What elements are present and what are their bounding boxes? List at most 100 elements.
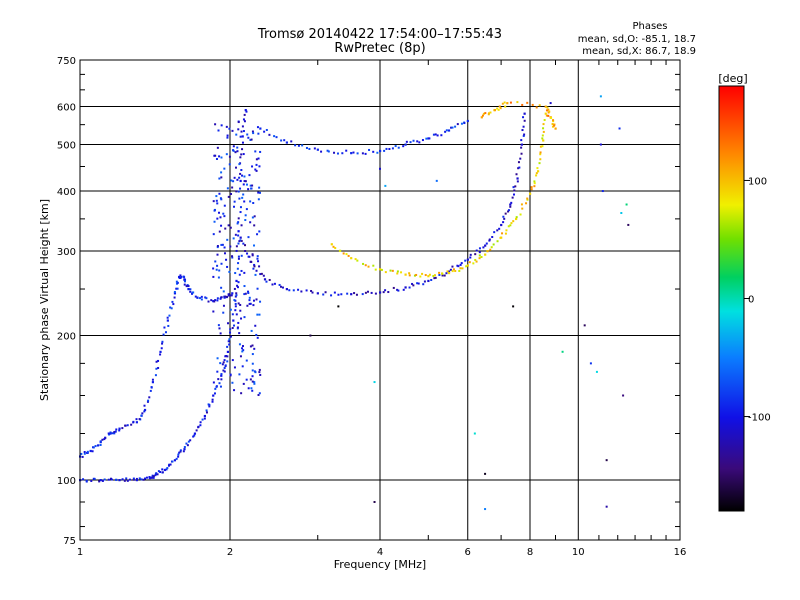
data-point <box>509 224 512 227</box>
data-point <box>239 309 242 312</box>
data-point <box>224 295 227 298</box>
data-point <box>175 287 178 290</box>
data-point <box>253 381 256 384</box>
data-point <box>502 215 505 218</box>
data-point <box>350 293 353 296</box>
data-point <box>538 104 541 107</box>
data-point <box>237 257 240 260</box>
data-point <box>220 171 223 174</box>
data-point <box>552 119 555 122</box>
data-point <box>311 291 314 294</box>
data-point <box>443 274 446 277</box>
data-point <box>229 308 232 311</box>
data-point <box>238 332 241 335</box>
data-point <box>259 150 262 153</box>
data-point <box>271 283 274 286</box>
data-point <box>219 297 222 300</box>
data-point <box>367 290 370 293</box>
data-point <box>257 394 260 397</box>
data-point <box>114 430 117 433</box>
data-point <box>412 284 415 287</box>
data-point <box>161 468 164 471</box>
data-point <box>135 421 138 424</box>
data-point <box>434 276 437 279</box>
data-point <box>245 183 248 186</box>
data-point <box>258 392 261 395</box>
data-point <box>521 207 524 210</box>
data-point <box>432 275 435 278</box>
data-point <box>547 108 550 111</box>
data-point <box>288 289 291 292</box>
data-point <box>405 140 408 143</box>
data-point <box>491 236 494 239</box>
x-tick-label: 16 <box>674 547 687 558</box>
data-point <box>214 387 217 390</box>
data-point <box>516 180 519 183</box>
data-point <box>522 116 525 119</box>
data-point <box>255 169 258 172</box>
data-point <box>411 282 414 285</box>
data-point <box>316 292 319 295</box>
data-point <box>228 155 231 158</box>
data-point <box>382 291 385 294</box>
data-point <box>305 289 308 292</box>
data-point <box>182 450 185 453</box>
data-point <box>81 455 84 458</box>
data-point <box>241 148 244 151</box>
data-point <box>308 147 311 150</box>
data-point <box>239 355 242 358</box>
data-point <box>599 143 602 146</box>
data-point <box>484 508 487 511</box>
data-point <box>235 292 238 295</box>
data-point <box>327 150 330 153</box>
data-point <box>332 245 335 248</box>
data-point <box>469 253 472 256</box>
data-point <box>191 292 194 295</box>
data-point <box>239 135 242 138</box>
data-point <box>222 290 225 293</box>
data-point <box>336 152 339 155</box>
data-point <box>132 421 135 424</box>
data-point <box>143 410 146 413</box>
data-point <box>176 287 179 290</box>
data-point <box>218 177 221 180</box>
data-point <box>135 477 138 480</box>
data-point <box>140 478 143 481</box>
data-point <box>501 102 504 105</box>
data-point <box>243 316 246 319</box>
data-point <box>256 255 259 258</box>
data-point <box>173 290 176 293</box>
data-point <box>238 197 241 200</box>
data-point <box>253 224 256 227</box>
data-point <box>226 360 229 363</box>
data-point <box>110 478 113 481</box>
data-point <box>450 126 453 129</box>
data-point <box>478 257 481 260</box>
data-point <box>159 353 162 356</box>
data-point <box>273 282 276 285</box>
data-point <box>517 161 520 164</box>
data-point <box>280 139 283 142</box>
data-point <box>164 331 167 334</box>
data-point <box>159 471 162 474</box>
data-point <box>367 265 370 268</box>
axis-ticks: 1 2 4 6 8 10 16 75 100 200 300 400 500 600 750 <box>57 56 686 558</box>
data-point <box>239 172 242 175</box>
data-point <box>384 271 387 274</box>
data-point <box>242 193 245 196</box>
data-point <box>207 300 210 303</box>
data-point <box>480 116 483 119</box>
data-point <box>249 345 252 348</box>
data-point <box>237 190 240 193</box>
data-point <box>275 136 278 139</box>
data-point <box>364 264 367 267</box>
data-point <box>235 245 238 248</box>
data-point <box>352 151 355 154</box>
data-point <box>135 418 138 421</box>
data-point <box>475 260 478 263</box>
data-point <box>166 467 169 470</box>
data-point <box>216 146 219 149</box>
data-point <box>233 389 236 392</box>
data-point <box>220 378 223 381</box>
